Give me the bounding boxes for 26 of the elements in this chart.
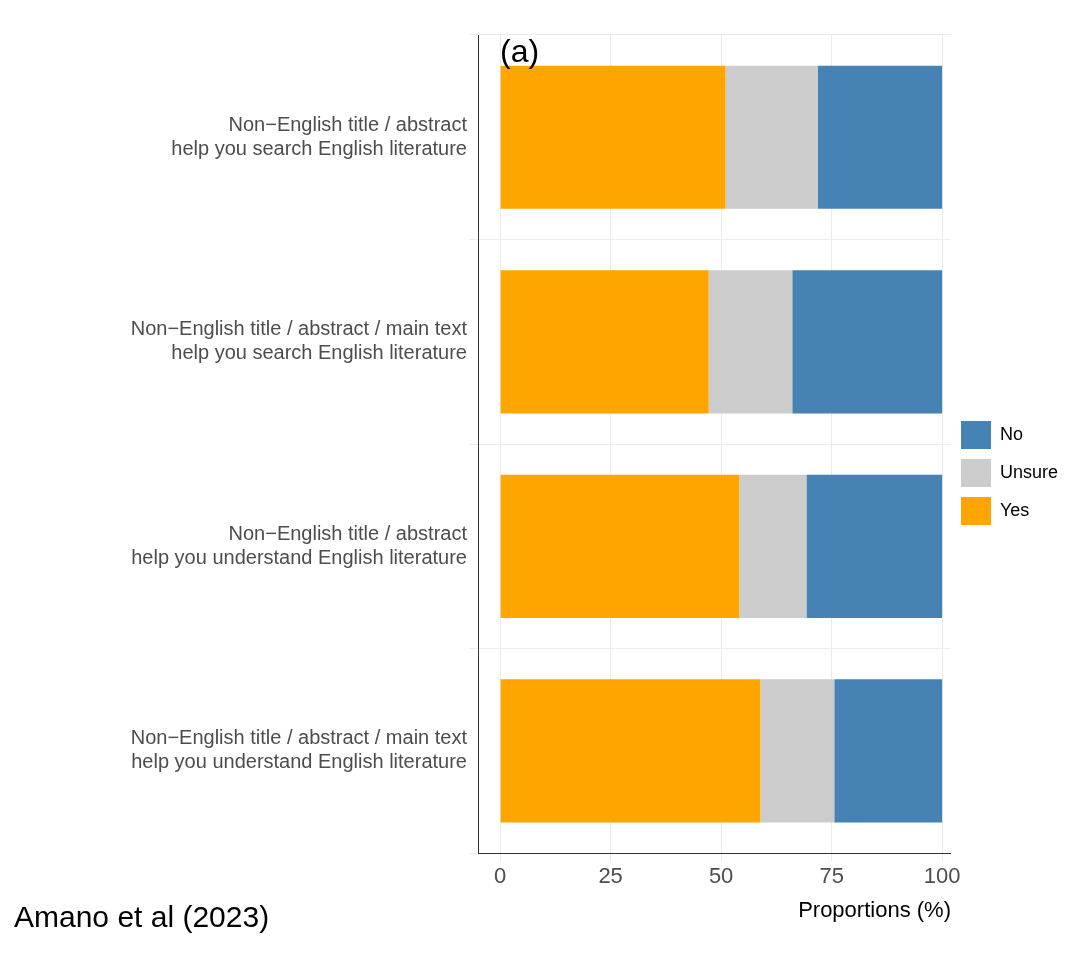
- bar: [500, 474, 740, 618]
- y-tick-label: Non−English title / abstract help you understand English literature: [131, 521, 468, 568]
- y-tick-label: Non−English title / abstract / main text help you understand English literature: [130, 726, 468, 773]
- bar: [500, 270, 709, 414]
- bar: [806, 474, 943, 618]
- bar: [725, 65, 818, 209]
- x-tick-label: 100: [923, 863, 961, 889]
- text: Amano et al (2023): [14, 900, 270, 934]
- x-tick-label: 25: [598, 863, 623, 889]
- bar: [792, 270, 943, 414]
- x-axis-title: Proportions (%): [798, 896, 951, 922]
- legend-label: Unsure: [999, 461, 1059, 482]
- bar: [760, 679, 835, 823]
- legend-label: No: [999, 423, 1023, 444]
- y-tick-label: Non−English title / abstract help you search English literature: [171, 112, 468, 159]
- x-tick-label: 75: [819, 863, 844, 889]
- bar: [500, 679, 761, 823]
- bar: [817, 65, 943, 209]
- bar: [708, 270, 793, 414]
- x-tick-label: 0: [493, 863, 507, 889]
- legend-label: Yes: [999, 499, 1030, 520]
- bar: [834, 679, 943, 823]
- x-tick-label: 50: [708, 863, 734, 889]
- annotation: (a): [500, 32, 540, 69]
- bar: [739, 474, 807, 618]
- y-tick-label: Non−English title / abstract / main text help you search English literature: [130, 317, 468, 364]
